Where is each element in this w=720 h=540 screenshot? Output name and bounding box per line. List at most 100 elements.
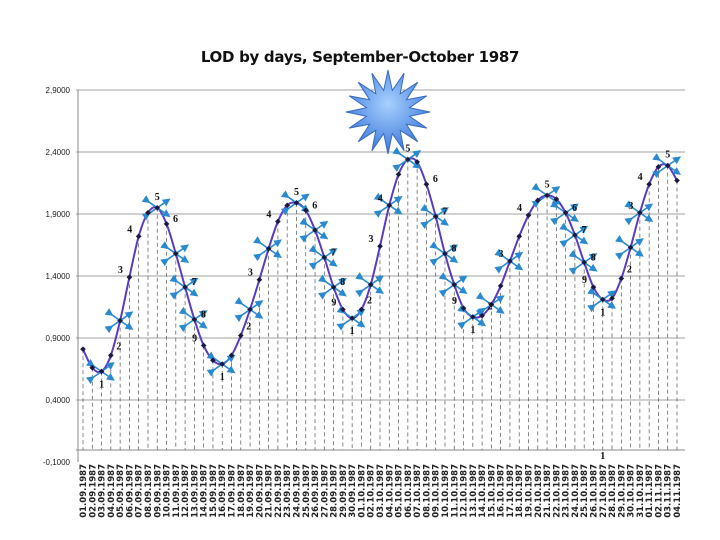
data-point	[321, 254, 328, 261]
x-tick-label: 04.09.1987	[107, 464, 117, 518]
annotation-label: 7	[442, 206, 447, 217]
data-point	[609, 295, 615, 302]
annotation-label: 8	[201, 309, 206, 320]
x-tick-label: 15.09.1987	[209, 464, 219, 518]
x-tick-label: 03.10.1987	[376, 464, 386, 518]
x-tick-label: 27.09.1987	[320, 464, 330, 518]
x-tick-label: 03.09.1987	[98, 464, 108, 518]
x-tick-label: 08.10.1987	[422, 464, 432, 518]
annotation-label: 4	[127, 224, 132, 235]
x-tick-label: 21.10.1987	[543, 464, 553, 518]
annotation-label: 6	[572, 203, 577, 214]
annotation-label: 3	[248, 268, 253, 279]
annotation-label: 2	[246, 322, 251, 333]
data-point	[117, 317, 123, 324]
annotation-label: 4	[266, 209, 271, 220]
y-tick-label: 0,9000	[46, 334, 71, 343]
x-tick-label: 17.10.1987	[506, 464, 516, 518]
x-tick-label: 09.10.1987	[432, 464, 442, 518]
x-tick-label: 10.10.1987	[441, 464, 451, 518]
y-tick-label: 1,4000	[46, 272, 71, 281]
annotation-label: 9	[331, 297, 336, 308]
x-tick-label: 01.09.1987	[79, 464, 89, 518]
data-point	[89, 364, 96, 371]
x-tick-label: 02.11.1987	[654, 464, 664, 518]
x-tick-label: 01.10.1987	[357, 464, 367, 518]
annotation-label: 3	[628, 201, 633, 212]
data-point	[618, 275, 625, 282]
x-tick-label: 23.09.1987	[283, 464, 293, 518]
data-point	[191, 316, 198, 323]
data-point	[275, 218, 281, 225]
data-point	[525, 212, 532, 219]
data-point	[590, 284, 597, 290]
data-point	[358, 306, 365, 313]
x-tick-label: 26.09.1987	[311, 464, 321, 518]
x-tick-label: 29.09.1987	[339, 464, 349, 518]
x-tick-label: 11.09.1987	[172, 464, 182, 518]
annotation-label: 9	[452, 296, 457, 307]
data-point	[395, 171, 402, 178]
x-tick-label: 20.09.1987	[255, 464, 265, 518]
annotation-label: 6	[312, 200, 317, 211]
annotation-label: 5	[405, 143, 410, 154]
x-tick-label: 30.10.1987	[627, 464, 637, 518]
data-point	[219, 361, 226, 367]
data-point	[451, 281, 458, 288]
axis-annotation-label: 1	[600, 451, 605, 462]
y-tick-label: 1,9000	[46, 210, 71, 219]
data-point	[377, 243, 383, 250]
x-tick-label: 25.09.1987	[302, 464, 312, 518]
y-tick-label: 2,4000	[46, 148, 71, 157]
x-tick-label: 05.09.1987	[116, 464, 126, 518]
data-point	[599, 296, 606, 303]
data-point	[330, 284, 337, 290]
data-point	[637, 209, 643, 216]
x-tick-label: 08.09.1987	[144, 464, 154, 518]
annotation-label: 1	[600, 308, 605, 319]
data-point	[581, 259, 588, 266]
x-tick-label: 28.10.1987	[608, 464, 618, 518]
x-tick-label: 09.09.1987	[153, 464, 163, 518]
annotation-label: 8	[451, 244, 456, 255]
data-point	[302, 207, 309, 214]
starburst-shape	[345, 69, 431, 155]
data-point	[562, 209, 569, 216]
x-tick-label: 19.10.1987	[525, 464, 535, 518]
data-point	[674, 177, 680, 184]
data-point	[572, 232, 578, 238]
x-tick-label: 07.09.1987	[135, 464, 145, 518]
x-tick-label: 28.09.1987	[330, 464, 340, 518]
annotation-label: 5	[545, 179, 550, 190]
annotation-label: 7	[331, 247, 336, 258]
data-point	[172, 250, 179, 257]
x-tick-label: 04.11.1987	[673, 464, 683, 518]
data-point	[469, 314, 476, 320]
x-tick-label: 07.10.1987	[413, 464, 423, 518]
annotation-label: 6	[433, 174, 438, 185]
annotation-label: 5	[294, 187, 299, 198]
data-point	[284, 202, 291, 209]
x-tick-label: 21.09.1987	[265, 464, 275, 518]
data-point	[349, 315, 355, 321]
x-tick-label: 02.09.1987	[88, 464, 98, 518]
data-point	[414, 159, 420, 165]
annotation-label: 5	[155, 192, 160, 203]
x-tick-label: 23.10.1987	[562, 464, 572, 518]
data-point	[460, 305, 467, 312]
x-tick-label: 26.10.1987	[589, 464, 599, 518]
x-tick-label: 03.11.1987	[664, 464, 674, 518]
data-point	[182, 284, 188, 290]
annotation-label: 7	[581, 225, 586, 236]
x-tick-label: 14.09.1987	[200, 464, 210, 518]
data-point	[135, 233, 142, 240]
annotation-label: 9	[192, 333, 197, 344]
data-point	[293, 200, 300, 206]
annotation-label: 1	[350, 326, 355, 337]
x-tick-label: 18.09.1987	[237, 464, 247, 518]
data-point	[126, 274, 133, 281]
data-point	[516, 233, 523, 240]
data-point	[108, 352, 114, 359]
annotation-label: 8	[591, 252, 596, 263]
data-point	[228, 352, 235, 359]
